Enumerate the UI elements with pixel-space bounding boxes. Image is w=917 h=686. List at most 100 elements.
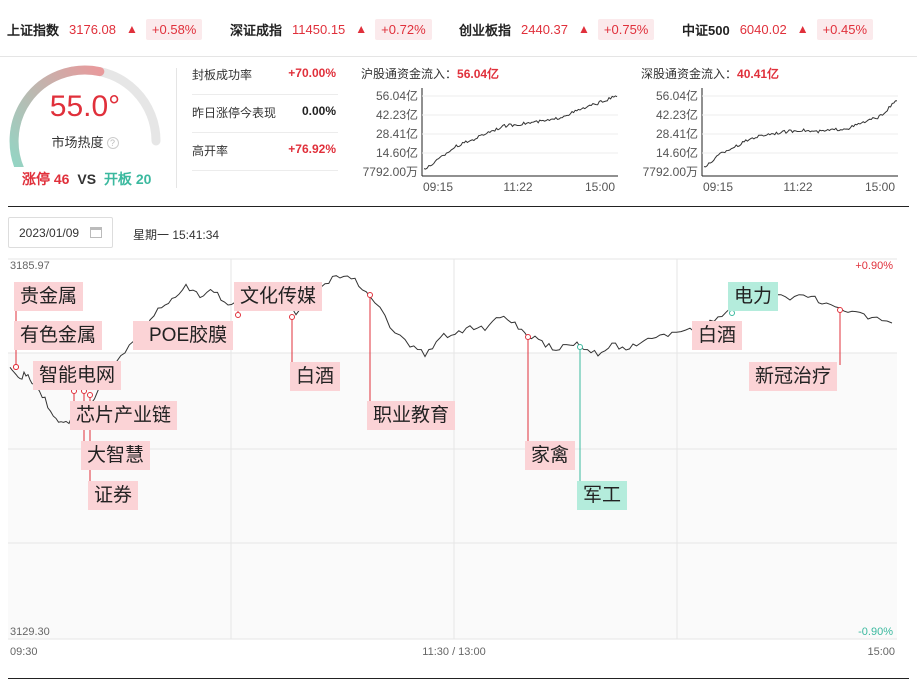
- topic-marker: [235, 312, 241, 318]
- heat-label: 市场热度?: [0, 132, 170, 151]
- x-label-open: 09:30: [10, 646, 38, 658]
- index-name: 创业板指: [459, 22, 512, 38]
- topic-tag[interactable]: POE胶膜: [133, 321, 234, 350]
- sh-connect-amount: 56.04亿: [457, 67, 500, 81]
- index-value: 6040.02: [739, 21, 787, 37]
- sz-connect-chart: 56.04亿 42.23亿 28.41亿 14.60亿 7792.00万 09:…: [643, 88, 898, 194]
- sz-connect-title: 深股通资金流入：40.41亿: [641, 65, 779, 82]
- up-arrow-icon: ▲: [796, 22, 809, 36]
- divider: [176, 68, 177, 188]
- sz-connect-line: [703, 100, 898, 168]
- index-item-csi500[interactable]: 中证500 6040.02 ▲ +0.45%: [682, 17, 874, 41]
- topic-marker: [525, 334, 531, 340]
- topic-marker: [729, 310, 735, 316]
- open-board-label: 开板: [103, 171, 132, 187]
- index-value: 3176.08: [69, 21, 117, 37]
- y-tick-label: 42.23亿: [376, 107, 418, 122]
- gauge-arc: [9, 65, 161, 167]
- y-tick-label: 14.60亿: [376, 145, 418, 160]
- pct-min-label: -0.90%: [858, 626, 893, 638]
- topic-tag[interactable]: 贵金属: [14, 282, 84, 311]
- index-change-badge: +0.75%: [597, 18, 655, 40]
- stat-row-seal-rate: 封板成功率 +70.00%: [192, 57, 338, 95]
- topic-tag[interactable]: 有色金属: [14, 321, 103, 350]
- heat-value: 55.0°: [49, 90, 121, 123]
- topic-tag[interactable]: 文化传媒: [234, 282, 323, 311]
- x-label-close: 15:00: [867, 646, 895, 658]
- section-divider: [8, 206, 909, 207]
- weekday-time: 星期一 15:41:34: [133, 228, 220, 242]
- x-tick-label: 09:15: [423, 180, 453, 194]
- y-tick-label: 7792.00万: [363, 165, 418, 179]
- vs-text: VS: [77, 171, 97, 187]
- limit-up-label: 涨停: [22, 171, 50, 187]
- x-tick-label: 15:00: [865, 180, 895, 194]
- index-name: 中证500: [682, 22, 730, 38]
- y-tick-label: 7792.00万: [643, 165, 698, 179]
- sh-connect-chart: 56.04亿 42.23亿 28.41亿 14.60亿 7792.00万 09:…: [363, 88, 618, 194]
- y-tick-label: 28.41亿: [376, 126, 418, 141]
- sh-connect-title: 沪股通资金流入：56.04亿: [361, 65, 499, 82]
- topic-tag[interactable]: 军工: [577, 481, 628, 510]
- help-icon[interactable]: ?: [106, 137, 119, 149]
- stat-row-yesterday-performance: 昨日涨停今表现 0.00%: [192, 95, 338, 133]
- topic-tag[interactable]: 证券: [88, 481, 139, 510]
- topic-tag[interactable]: 白酒: [692, 321, 743, 350]
- gauge-fill: [9, 65, 105, 167]
- index-name: 上证指数: [7, 22, 60, 38]
- bottom-divider: [8, 678, 909, 679]
- stat-label: 高开率: [192, 144, 229, 158]
- y-tick-label: 56.04亿: [376, 88, 418, 103]
- stat-value: +70.00%: [288, 66, 336, 80]
- up-arrow-icon: ▲: [126, 22, 138, 36]
- x-tick-label: 15:00: [585, 180, 615, 194]
- stat-value: 0.00%: [301, 104, 336, 118]
- topic-tag[interactable]: 白酒: [290, 362, 341, 391]
- intraday-topic-chart: 3185.97 3129.30 +0.90% -0.90% 09:30 11:3…: [8, 258, 897, 658]
- stat-row-high-open-rate: 高开率 +76.92%: [192, 133, 338, 171]
- index-change-badge: +0.72%: [375, 18, 432, 40]
- index-change-badge: +0.58%: [145, 18, 203, 40]
- topic-tag[interactable]: 新冠治疗: [749, 362, 838, 391]
- topic-tag[interactable]: 芯片产业链: [70, 401, 178, 430]
- index-value: 2440.37: [521, 21, 569, 37]
- y-min-label: 3129.30: [10, 626, 50, 638]
- topic-tag[interactable]: 职业教育: [367, 401, 456, 430]
- stat-label: 封板成功率: [192, 68, 253, 82]
- index-price-line: [9, 275, 893, 425]
- topic-marker: [367, 292, 373, 298]
- x-tick-label: 11:22: [503, 180, 532, 194]
- stat-value: +76.92%: [288, 142, 336, 156]
- index-item-shenzhen[interactable]: 深证成指 11450.15 ▲ +0.72%: [230, 17, 432, 41]
- sz-connect-title-text: 深股通资金流入：: [641, 67, 738, 81]
- topic-marker: [577, 344, 583, 350]
- calendar-icon[interactable]: [90, 227, 102, 238]
- stat-label: 昨日涨停今表现: [192, 106, 277, 120]
- open-board-count: 20: [135, 171, 152, 187]
- limit-up-stats: 封板成功率 +70.00% 昨日涨停今表现 0.00% 高开率 +76.92%: [192, 57, 338, 171]
- sh-connect-line: [423, 95, 618, 170]
- index-change-badge: +0.45%: [816, 18, 874, 40]
- topic-tag[interactable]: 智能电网: [33, 361, 122, 390]
- topic-tag[interactable]: 电力: [728, 282, 779, 311]
- limit-up-count: 46: [53, 171, 70, 187]
- topic-tag[interactable]: 家禽: [525, 441, 576, 470]
- date-picker[interactable]: 2023/01/09: [8, 217, 113, 248]
- limit-up-summary: 涨停 46 VS 开板 20: [22, 169, 151, 189]
- topic-marker: [289, 314, 295, 320]
- y-tick-label: 28.41亿: [656, 126, 698, 141]
- heat-label-text: 市场热度: [51, 135, 104, 150]
- index-item-chinext[interactable]: 创业板指 2440.37 ▲ +0.75%: [459, 17, 655, 41]
- x-tick-label: 09:15: [703, 180, 733, 194]
- sz-connect-amount: 40.41亿: [737, 67, 780, 81]
- x-tick-label: 11:22: [783, 180, 812, 194]
- pct-max-label: +0.90%: [855, 260, 893, 272]
- topic-marker: [13, 364, 19, 370]
- y-tick-label: 42.23亿: [656, 107, 698, 122]
- y-max-label: 3185.97: [10, 260, 50, 272]
- y-tick-label: 56.04亿: [656, 88, 698, 103]
- index-item-shanghai[interactable]: 上证指数 3176.08 ▲ +0.58%: [7, 17, 203, 41]
- topic-tag[interactable]: 大智慧: [81, 441, 151, 470]
- x-label-midday: 11:30 / 13:00: [422, 646, 485, 658]
- up-arrow-icon: ▲: [578, 22, 590, 36]
